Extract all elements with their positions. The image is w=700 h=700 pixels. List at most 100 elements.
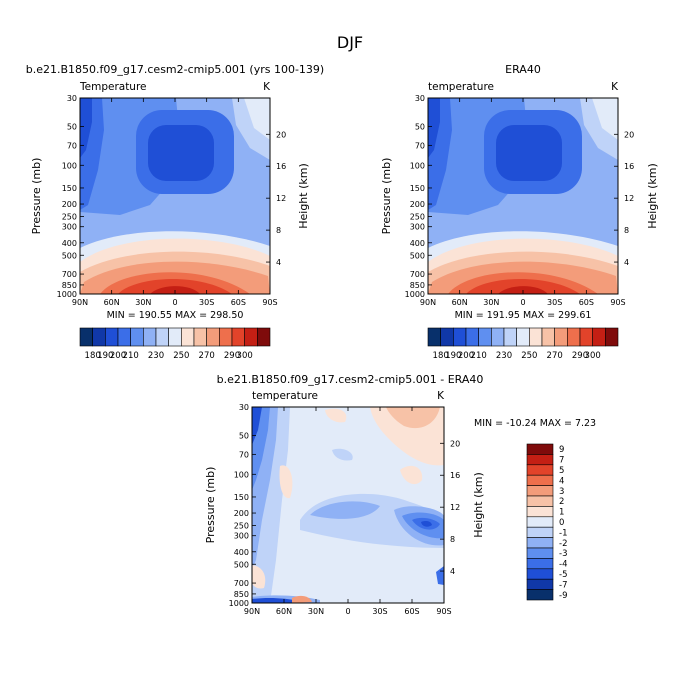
colorbar-swatch [244, 327, 258, 347]
panel-diff-field-label: temperature [252, 390, 318, 402]
panel-obs: ERA40 temperature K 30507010015020025030… [380, 63, 659, 321]
colorbar-swatch [117, 327, 131, 347]
height-tick-label: 16 [450, 471, 460, 480]
colorbar-label: 190 [97, 351, 113, 361]
contour-band [592, 98, 618, 140]
height-tick-label: 20 [624, 130, 634, 139]
height-tick-label: 12 [276, 194, 286, 203]
contour-band [244, 98, 270, 140]
colorbar-label: 250 [173, 351, 189, 361]
height-tick-label: 12 [450, 503, 460, 512]
x-tick-label: 90N [244, 607, 260, 616]
colorbar-label: -7 [559, 580, 567, 590]
colorbar-swatch [105, 327, 119, 347]
height-tick-label: 4 [450, 567, 455, 576]
x-tick-label: 0 [520, 298, 525, 307]
colorbar-swatch [526, 537, 554, 549]
height-tick-label: 12 [624, 194, 634, 203]
colorbar-label: 7 [559, 456, 564, 466]
colorbar-swatch [526, 495, 554, 507]
colorbar-swatch [526, 516, 554, 528]
contour-band [252, 597, 300, 603]
y-tick-label: 250 [62, 213, 77, 222]
x-tick-label: 30S [372, 607, 387, 616]
x-tick-label: 0 [345, 607, 350, 616]
y-tick-label: 150 [234, 493, 249, 502]
panel-diff-units-label: K [437, 390, 445, 402]
colorbar-label: 3 [559, 487, 564, 497]
y-tick-label: 400 [410, 239, 425, 248]
colorbar-swatch [526, 568, 554, 580]
height-tick-label: 20 [276, 130, 286, 139]
panel-obs-stats: MIN = 191.95 MAX = 299.61 [455, 310, 592, 321]
colorbar-swatch [193, 327, 207, 347]
y-tick-label: 850 [62, 281, 77, 290]
colorbar-label: 200 [110, 351, 126, 361]
y-tick-label: 1000 [229, 599, 249, 608]
x-tick-label: 30S [547, 298, 562, 307]
x-tick-label: 30S [199, 298, 214, 307]
colorbar-swatch [592, 327, 606, 347]
panel-obs-y2label: Height (km) [646, 163, 659, 229]
colorbar-swatch [526, 464, 554, 476]
colorbar-label: -5 [559, 570, 567, 580]
y-tick-label: 250 [234, 522, 249, 531]
y-tick-label: 500 [62, 251, 77, 260]
y-tick-label: 70 [239, 450, 249, 459]
contour-band [279, 465, 293, 499]
colorbar-swatch [257, 327, 271, 347]
colorbar-swatch [526, 578, 554, 590]
colorbar-swatch [503, 327, 517, 347]
contour-band [325, 408, 347, 423]
y-tick-label: 300 [410, 223, 425, 232]
x-tick-label: 60N [276, 607, 292, 616]
panel-model-stats: MIN = 190.55 MAX = 298.50 [107, 310, 244, 321]
colorbar-swatch [554, 327, 568, 347]
y-tick-label: 250 [410, 213, 425, 222]
colorbar-swatch [526, 558, 554, 570]
y-tick-label: 150 [410, 184, 425, 193]
figure-title: DJF [337, 33, 363, 52]
colorbar-swatch [567, 327, 581, 347]
x-tick-label: 0 [172, 298, 177, 307]
panel-diff-contours [252, 407, 444, 603]
x-tick-label: 90S [610, 298, 625, 307]
y-tick-label: 150 [62, 184, 77, 193]
x-tick-label: 90N [420, 298, 436, 307]
panel-obs-title: ERA40 [505, 63, 541, 76]
colorbar-label: 2 [559, 497, 564, 507]
height-tick-label: 16 [624, 162, 634, 171]
contour-band [386, 407, 440, 429]
colorbar-swatch [465, 327, 479, 347]
colorbar-label: 300 [585, 351, 601, 361]
colorbar-label: -2 [559, 539, 567, 549]
y-tick-label: 70 [415, 141, 425, 150]
colorbar-label: 270 [547, 351, 563, 361]
y-tick-label: 700 [234, 579, 249, 588]
y-tick-label: 50 [67, 123, 77, 132]
colorbar-swatch [231, 327, 245, 347]
y-tick-label: 1000 [405, 290, 425, 299]
colorbar-swatch [526, 526, 554, 538]
y-tick-label: 300 [62, 223, 77, 232]
colorbar-swatch [605, 327, 619, 347]
colorbar-swatch [516, 327, 530, 347]
colorbar-swatch [143, 327, 157, 347]
colorbar-label: 4 [559, 476, 564, 486]
panel-model-ylabel: Pressure (mb) [30, 158, 43, 235]
y-tick-label: 30 [239, 403, 249, 412]
panel-model-y2label: Height (km) [297, 163, 310, 229]
colorbar-swatch [529, 327, 543, 347]
x-tick-label: 60N [104, 298, 120, 307]
panel-obs-ylabel: Pressure (mb) [380, 158, 393, 235]
colorbar-label: 9 [559, 445, 564, 455]
y-tick-label: 50 [239, 432, 249, 441]
panel-diff-ylabel: Pressure (mb) [204, 467, 217, 544]
height-tick-label: 8 [276, 226, 281, 235]
colorbar-swatch [526, 454, 554, 466]
y-tick-label: 200 [62, 200, 77, 209]
y-tick-label: 1000 [57, 290, 77, 299]
colorbar-swatch [427, 327, 441, 347]
x-tick-label: 60N [452, 298, 468, 307]
